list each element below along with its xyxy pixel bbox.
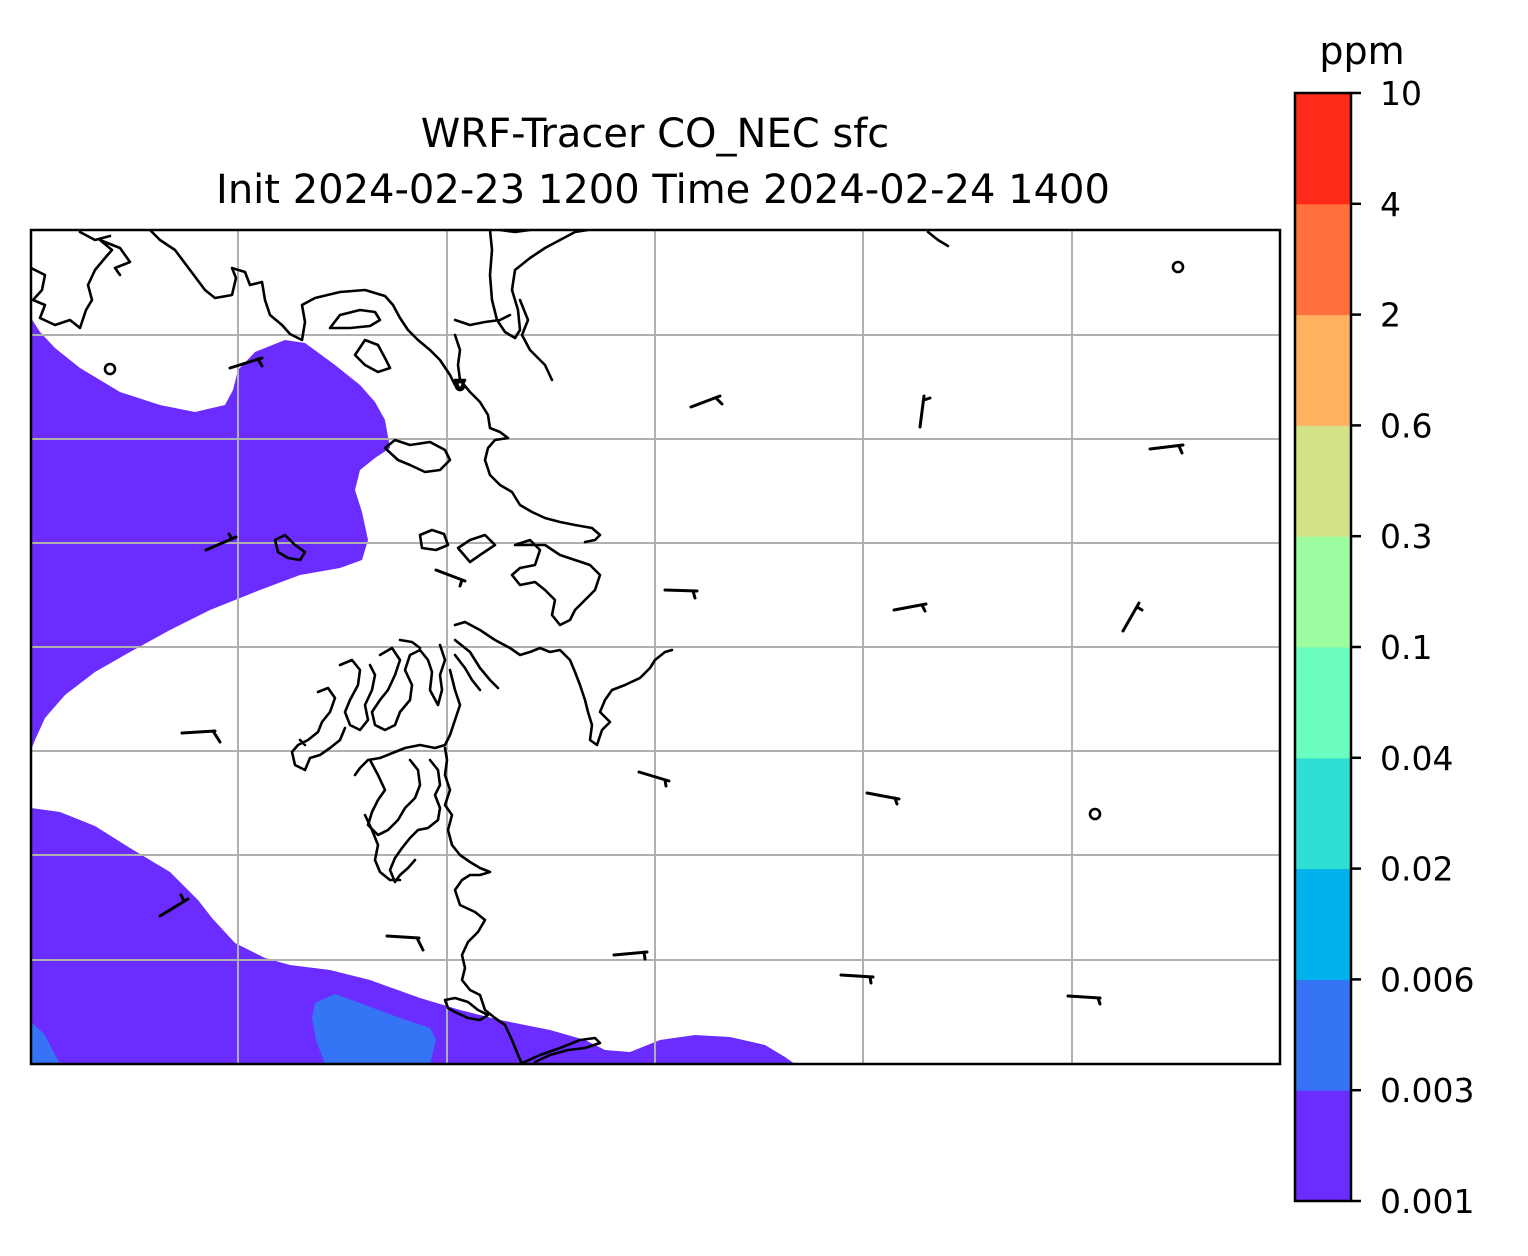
colorbar-band [1295, 868, 1351, 980]
wind-barb [839, 973, 875, 985]
colorbar-tick-label: 2 [1380, 296, 1401, 335]
colorbar-tick-label: 0.6 [1380, 406, 1432, 445]
colorbar-bands [1295, 93, 1351, 1202]
plume-lower-left [31, 808, 795, 1064]
wind-barbs [158, 356, 1185, 1006]
wind-barb [612, 950, 649, 961]
coastline-fjords [290, 638, 447, 884]
gridlines [31, 230, 1280, 1064]
plume-patch-corner [31, 1022, 60, 1064]
colorbar-band [1295, 425, 1351, 537]
colorbar-band [1295, 203, 1351, 316]
colorbar-unit-label: ppm [1319, 29, 1404, 73]
colorbar: ppm 0.001 0.003 0.006 0.02 0.04 0.1 0.3 0.6 2 4 10 [1293, 29, 1474, 1221]
colorbar-tick-label: 0.3 [1380, 517, 1432, 556]
colorbar-tick-label: 0.04 [1380, 739, 1453, 778]
islet [1171, 260, 1185, 274]
colorbar-tick-label: 10 [1380, 74, 1422, 113]
wind-barb [158, 893, 190, 918]
chart-title-line2: Init 2024-02-23 1200 Time 2024-02-24 140… [216, 167, 1110, 213]
wind-barb [204, 532, 238, 552]
wind-barb [865, 791, 901, 806]
wind-barb [1148, 443, 1185, 455]
colorbar-ticks: 0.001 0.003 0.006 0.02 0.04 0.1 0.3 0.6 2 4 10 [1351, 74, 1474, 1221]
wind-barb [434, 568, 467, 588]
colorbar-tick-label: 0.1 [1380, 628, 1432, 667]
colorbar-tick-label: 0.02 [1380, 850, 1453, 889]
concentration-field [31, 318, 795, 1064]
chart-title-line1: WRF-Tracer CO_NEC sfc [421, 111, 890, 157]
colorbar-band [1295, 757, 1351, 870]
colorbar-tick-label: 0.006 [1380, 960, 1474, 999]
colorbar-band [1295, 314, 1351, 426]
colorbar-band [1295, 647, 1351, 759]
coastline-northwest [31, 230, 457, 387]
wind-barb [637, 770, 671, 788]
islet [1088, 807, 1102, 821]
islet [454, 380, 466, 392]
map-frame [29, 228, 1282, 1066]
wind-barb [180, 729, 222, 744]
wind-barb [1121, 601, 1144, 633]
wind-barb [228, 356, 264, 370]
coastline-central-peninsula [353, 620, 674, 1064]
wind-barb [689, 394, 724, 409]
coastline-bay-islands [273, 308, 602, 627]
colorbar-band [1295, 93, 1351, 205]
coastline-south-spit [443, 996, 602, 1064]
wind-barb [663, 588, 699, 600]
wind-barb [892, 602, 928, 613]
coastline-northeast [926, 230, 950, 248]
coastlines [31, 230, 1185, 1064]
plume-upper-left [31, 318, 390, 750]
wind-barb [918, 394, 932, 429]
colorbar-band [1295, 1090, 1351, 1202]
colorbar-tick-label: 0.001 [1380, 1182, 1474, 1221]
colorbar-tick-label: 0.003 [1380, 1071, 1474, 1110]
colorbar-frame [1293, 91, 1353, 1203]
map-panel [29, 228, 1282, 1066]
wind-barb [385, 934, 425, 952]
islet [103, 362, 117, 376]
wind-barb [1066, 994, 1102, 1006]
colorbar-band [1295, 979, 1351, 1091]
colorbar-tick-label: 4 [1380, 185, 1401, 224]
plume-patch-south [312, 994, 436, 1064]
colorbar-band [1295, 536, 1351, 648]
coastline-central-north [453, 230, 602, 544]
